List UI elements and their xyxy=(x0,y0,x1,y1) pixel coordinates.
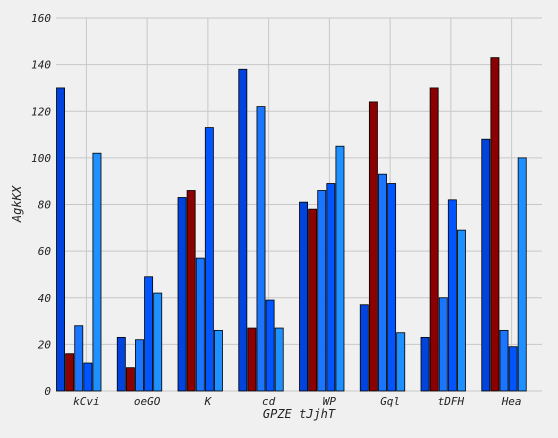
x-tick-label: tDFH xyxy=(438,395,465,408)
bar xyxy=(195,257,205,392)
bar xyxy=(238,68,248,392)
bar xyxy=(420,336,430,392)
bar xyxy=(116,336,126,392)
bar xyxy=(274,327,284,392)
bar xyxy=(265,299,275,392)
bar xyxy=(308,208,318,392)
bar xyxy=(144,276,154,392)
bar xyxy=(508,346,518,392)
bar xyxy=(317,190,327,392)
y-tick-label: 120 xyxy=(31,105,51,118)
bar xyxy=(125,367,135,392)
bar xyxy=(335,145,345,392)
bar xyxy=(387,183,397,392)
bar xyxy=(186,190,196,392)
bar xyxy=(456,229,466,392)
y-tick-label: 40 xyxy=(38,292,52,305)
bar xyxy=(204,127,214,392)
y-tick-label: 0 xyxy=(44,385,51,398)
bar xyxy=(490,57,500,392)
bar xyxy=(135,339,144,392)
bar xyxy=(74,325,84,392)
x-tick-label: kCvi xyxy=(73,395,100,408)
bar xyxy=(299,201,309,392)
x-tick-label: Gql xyxy=(380,395,400,408)
bar xyxy=(396,332,406,392)
y-axis-label: AgkKX xyxy=(10,185,24,223)
bar xyxy=(56,87,66,392)
bar xyxy=(359,304,369,392)
bar xyxy=(368,101,378,392)
bar xyxy=(83,362,93,392)
bar xyxy=(65,353,75,392)
bar xyxy=(481,138,491,392)
y-tick-label: 20 xyxy=(38,338,52,351)
y-tick-label: 100 xyxy=(31,152,51,165)
bar xyxy=(438,297,448,392)
x-tick-label: Hea xyxy=(501,395,522,408)
bar xyxy=(247,327,257,392)
bar xyxy=(517,157,527,392)
bars xyxy=(56,57,527,392)
bar xyxy=(256,106,266,392)
x-tick-label: K xyxy=(204,395,213,408)
y-tick-label: 60 xyxy=(38,245,52,258)
bar xyxy=(378,173,387,392)
y-tick-label: 160 xyxy=(31,12,51,25)
y-tick-label: 80 xyxy=(38,199,52,212)
bar xyxy=(326,183,336,392)
y-tick-label: 140 xyxy=(31,59,51,72)
bar xyxy=(213,329,223,392)
bar xyxy=(499,329,509,392)
bar xyxy=(429,87,439,392)
x-tick-label: WP xyxy=(323,395,337,408)
x-tick-label: oeGO xyxy=(134,395,161,408)
x-tick-label: cd xyxy=(262,395,276,408)
bar xyxy=(153,292,163,392)
x-axis-label: GPZE tJjhT xyxy=(263,407,336,421)
bar xyxy=(92,152,102,392)
bar xyxy=(177,197,187,392)
bar xyxy=(447,199,457,392)
